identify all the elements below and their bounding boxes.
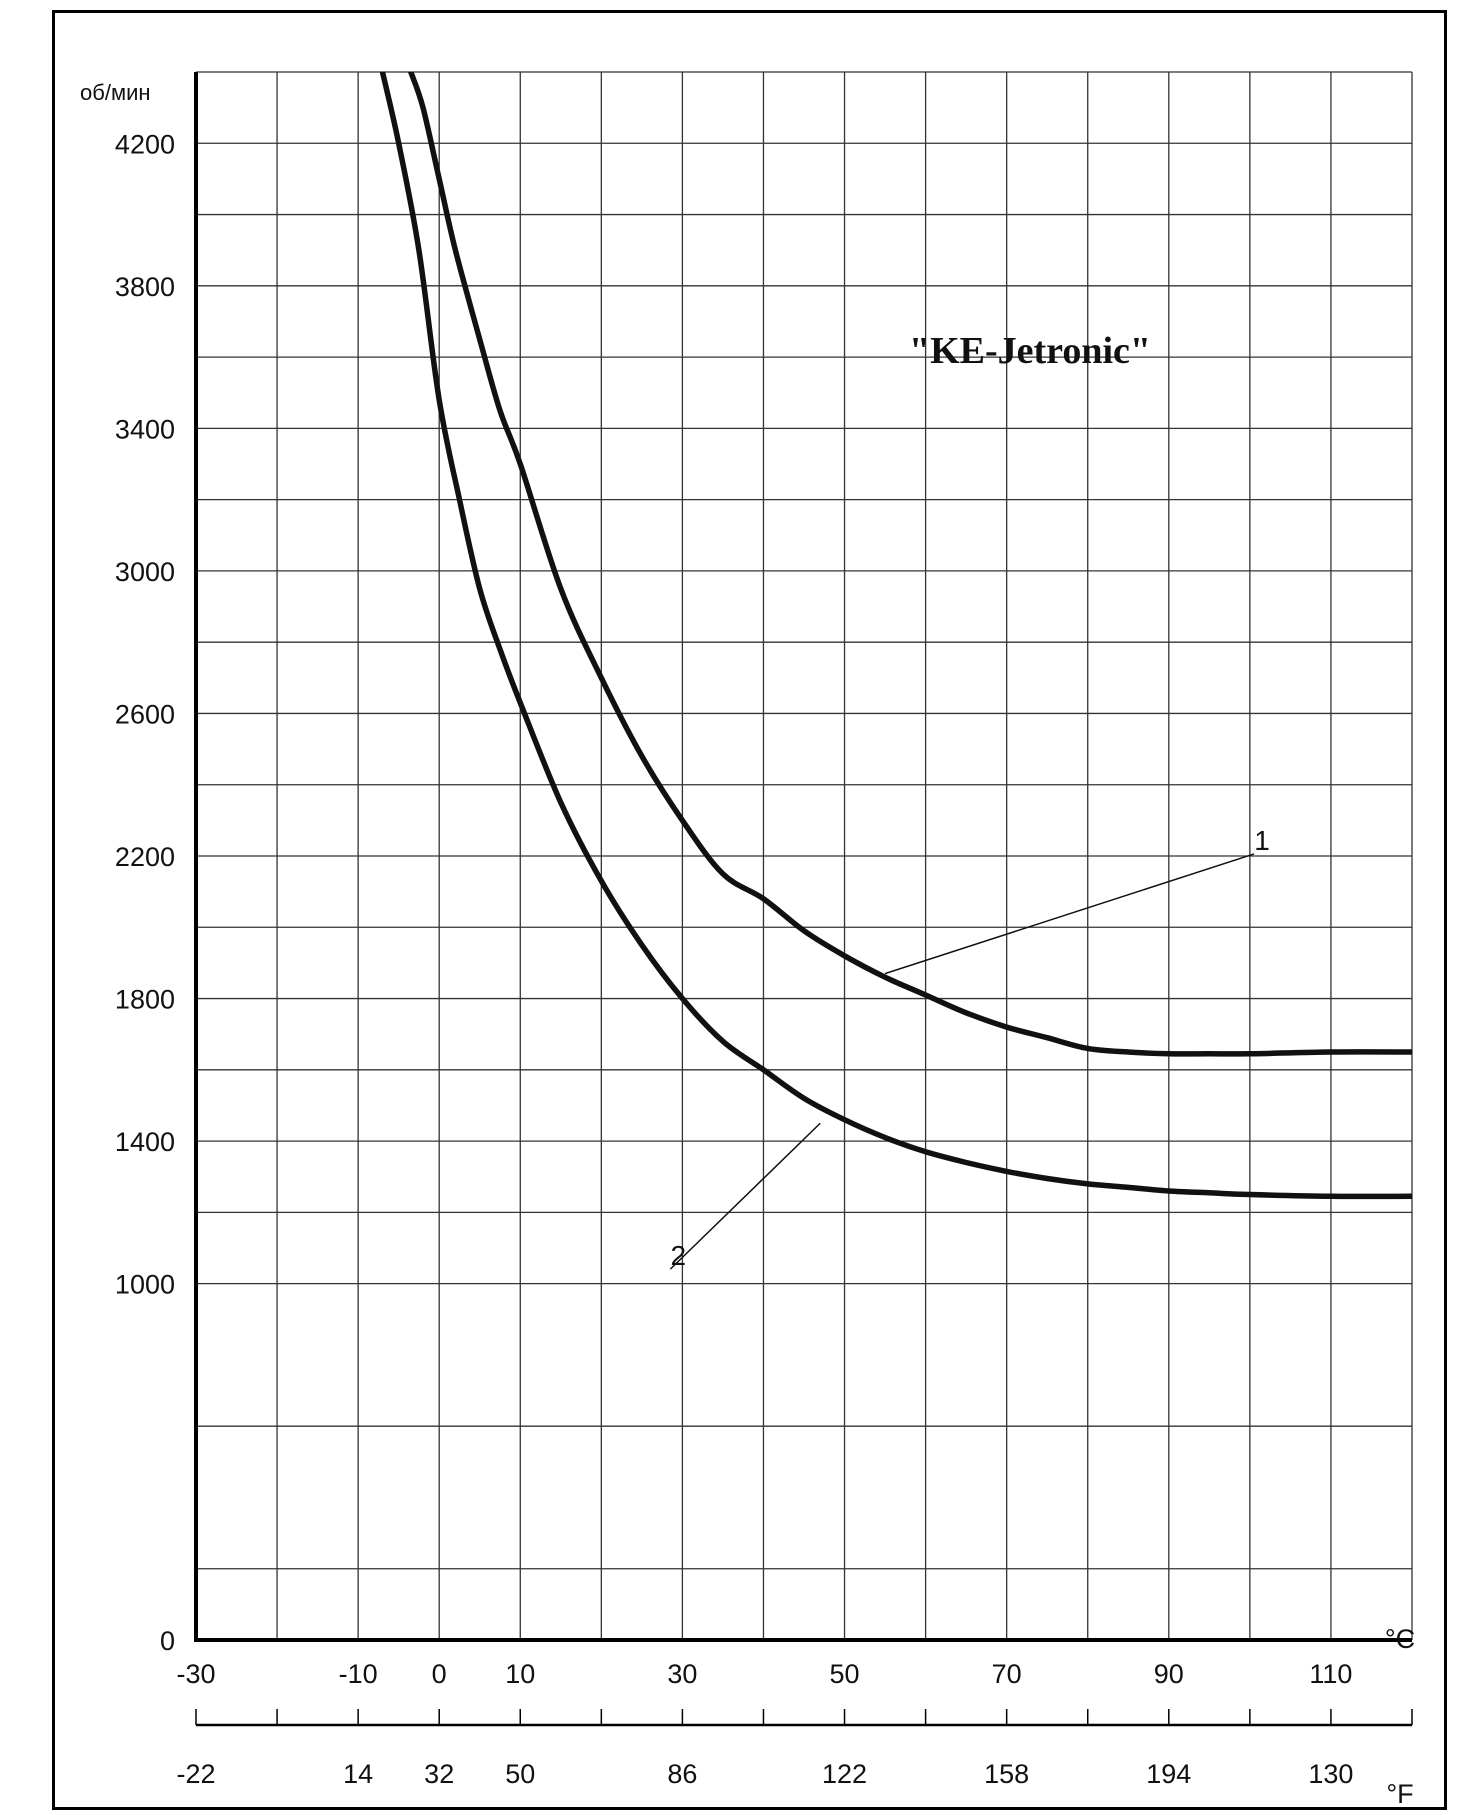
y-tick-label: 3000 [115,557,175,587]
x-tick-label-celsius: 30 [667,1659,697,1689]
x-tick-label-celsius: 90 [1154,1659,1184,1689]
y-tick-label: 3800 [115,272,175,302]
chart-title: "KE-Jetronic" [909,330,1151,372]
x-tick-label-fahrenheit: 14 [343,1759,373,1789]
y-tick-label: 2200 [115,842,175,872]
series-line-1 [408,72,1412,1057]
series-label-2: 2 [671,1240,687,1271]
x-tick-label-celsius: 50 [830,1659,860,1689]
x-axis-unit-celsius: °C [1385,1624,1415,1654]
x-tick-label-fahrenheit: -22 [176,1759,215,1789]
grid [196,71,1413,1640]
x-tick-label-fahrenheit: 86 [667,1759,697,1789]
x-tick-label-fahrenheit: 194 [1146,1759,1191,1789]
y-tick-label: 1800 [115,985,175,1015]
y-tick-label: 2600 [115,699,175,729]
series-leader-line-2 [669,1122,821,1270]
series-leader-line-1 [884,853,1255,975]
axes [194,72,1413,1727]
chart-frame: "KE-Jetronic" об/мин °C °F 0 1000 1400 1800… [52,10,1447,1810]
y-tick-label: 0 [160,1626,175,1656]
line-chart: "KE-Jetronic" об/мин °C °F 0 1000 1400 1800… [80,71,1415,1809]
x-tick-label-celsius: 0 [432,1659,447,1689]
series-line-2 [379,72,1412,1200]
x-tick-label-fahrenheit: 122 [822,1759,867,1789]
y-tick-label: 4200 [115,129,175,159]
y-tick-label: 3400 [115,414,175,444]
y-tick-label: 1400 [115,1127,175,1157]
x-axis-unit-fahrenheit: °F [1386,1779,1413,1809]
x-tick-label-fahrenheit: 32 [424,1759,454,1789]
x-tick-label-celsius: 70 [992,1659,1022,1689]
x-tick-label-celsius: -30 [176,1659,215,1689]
labels: "KE-Jetronic" об/мин °C °F 0 1000 1400 1800… [80,80,1415,1809]
x-tick-label-celsius: -10 [339,1659,378,1689]
y-tick-label: 1000 [115,1270,175,1300]
series-lines [379,72,1412,1270]
x-tick-label-celsius: 110 [1309,1659,1352,1689]
x-tick-label-fahrenheit: 50 [505,1759,535,1789]
series-label-1: 1 [1254,825,1270,856]
x-tick-label-fahrenheit: 130 [1308,1759,1353,1789]
x-tick-label-fahrenheit: 158 [984,1759,1029,1789]
x-tick-label-celsius: 10 [505,1659,535,1689]
y-axis-unit: об/мин [80,80,151,105]
